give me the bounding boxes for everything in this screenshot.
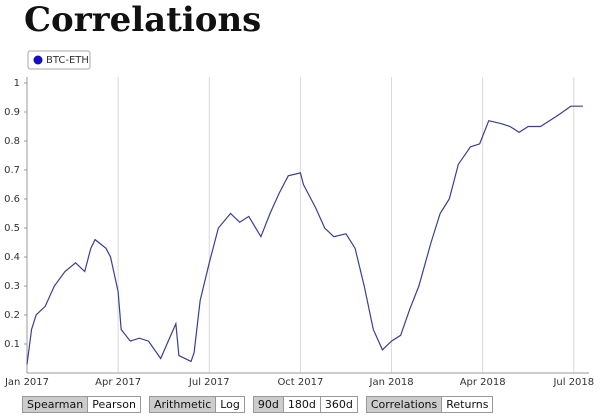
- x-tick-label: Jan 2017: [4, 377, 49, 388]
- toggle-button[interactable]: Spearman: [23, 397, 88, 412]
- toggle-button[interactable]: Pearson: [87, 397, 140, 412]
- x-tick-label: Jul 2017: [188, 377, 230, 388]
- toggle-button[interactable]: 180d: [282, 397, 320, 412]
- button-group: Arithmetic Log: [148, 396, 245, 413]
- toggle-button[interactable]: Log: [215, 397, 244, 412]
- y-tick-label: 0.3: [4, 281, 20, 292]
- legend-label: BTC-ETH: [46, 55, 89, 66]
- y-tick-label: 0.2: [4, 310, 20, 321]
- x-tick-label: Apr 2017: [95, 377, 141, 388]
- toggle-button[interactable]: 90d: [253, 397, 283, 412]
- x-tick-label: Jan 2018: [369, 377, 414, 388]
- toggle-button[interactable]: Returns: [441, 397, 493, 412]
- page-title: Correlations: [24, 0, 262, 40]
- y-tick-label: 0.8: [4, 136, 20, 147]
- button-group: Spearman Pearson: [22, 396, 141, 413]
- x-tick-label: Oct 2017: [277, 377, 323, 388]
- y-tick-label: 0.5: [4, 223, 20, 234]
- toggle-button[interactable]: Arithmetic: [149, 397, 216, 412]
- plot-area: [27, 77, 589, 373]
- legend-box: [27, 50, 91, 70]
- y-tick-label: 0.9: [4, 107, 20, 118]
- x-tick-label: Apr 2018: [460, 377, 506, 388]
- toggle-button[interactable]: Correlations: [366, 397, 442, 412]
- button-group: 90d 180d 360d: [252, 396, 358, 413]
- line: [26, 105, 583, 365]
- chart: 0.1 0.2 0.3 0.4 0.5 0.6 0.7 0.8 0.9 1 Jan 2017 Apr …: [4, 50, 594, 388]
- button-group: Correlations Returns: [365, 396, 494, 413]
- controls: Spearman Pearson Arithmetic Log 90d 180d 360d C…: [22, 396, 494, 413]
- y-tick-label: 0.1: [4, 339, 20, 350]
- legend: BTC-ETH: [27, 50, 91, 70]
- y-tick-label: 0.6: [4, 194, 20, 205]
- y-tick-label: 1: [14, 78, 20, 89]
- toggle-button[interactable]: 360d: [319, 397, 357, 412]
- legend-swatch: [33, 55, 43, 65]
- x-tick-label: Jul 2018: [552, 377, 594, 388]
- y-tick-label: 0.4: [4, 252, 20, 263]
- y-tick-label: 0.7: [4, 165, 20, 176]
